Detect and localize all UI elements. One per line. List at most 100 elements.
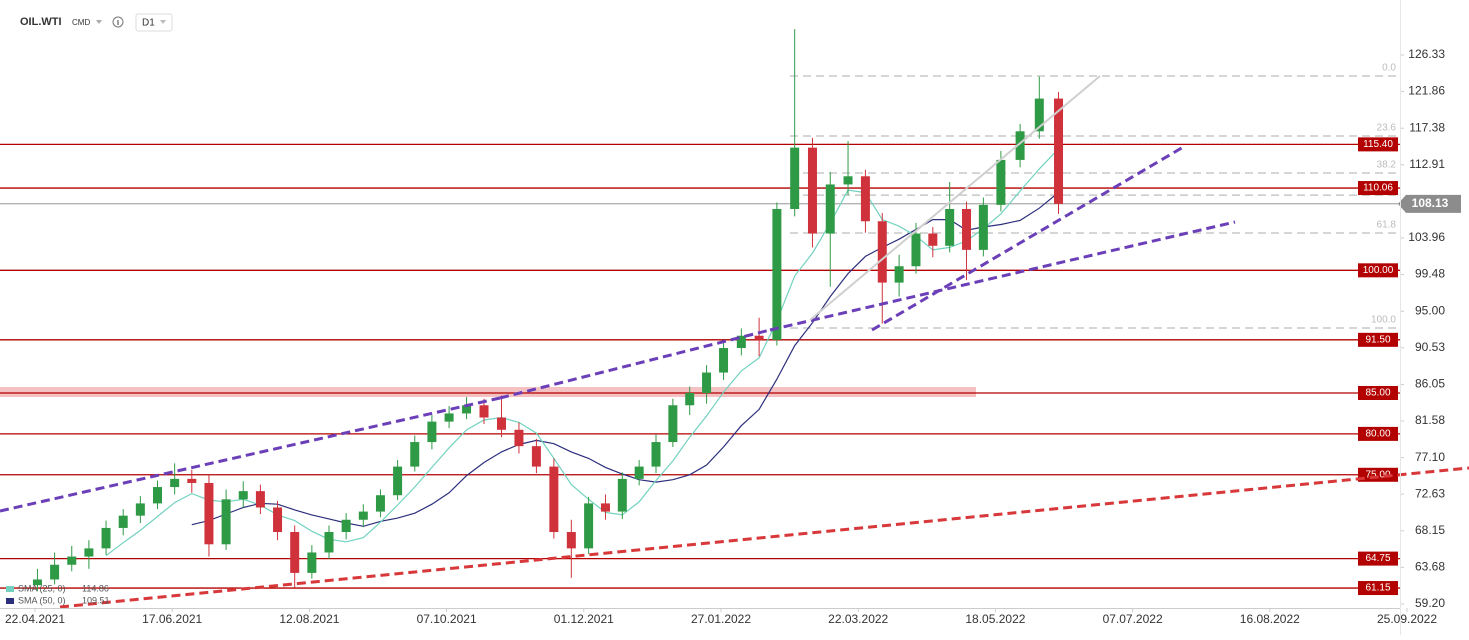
candle-body: [962, 208, 972, 250]
dropdown-arrow: [160, 20, 166, 24]
y-axis-line: [1400, 0, 1401, 635]
plot-group: [32, 29, 1064, 591]
candle-body: [358, 511, 368, 520]
fib-label: 61.8: [1377, 220, 1397, 231]
legend: SMA (25, 0) 114.86 SMA (50, 0) 109.51: [6, 583, 110, 605]
candle-body: [584, 503, 594, 549]
candle-body: [825, 184, 835, 234]
trendlines: [0, 75, 1469, 609]
market: CMD: [72, 18, 90, 27]
x-tick-label: 17.06.2021: [142, 612, 202, 626]
candle-body: [651, 442, 661, 467]
legend-value: 114.86: [82, 583, 109, 593]
level-label: 91.50: [1365, 334, 1390, 345]
candle-body: [877, 221, 887, 283]
candle-body: [1054, 98, 1064, 204]
y-tick-label: 68.15: [1415, 523, 1445, 537]
level-tag: [1358, 551, 1398, 566]
interval-select[interactable]: [135, 13, 173, 32]
candle-body: [549, 466, 559, 533]
candle-body: [668, 405, 678, 443]
candle-body: [273, 507, 283, 533]
candle-body: [170, 478, 180, 488]
resistance-zone: [0, 387, 976, 397]
candle-body: [32, 579, 42, 586]
candle-body: [444, 413, 454, 422]
level-label: 100.00: [1363, 265, 1394, 276]
info-icon[interactable]: [112, 16, 124, 28]
axis-group: 126.33 121.86 117.38 112.91 103.96 99.48 95.00…: [5, 47, 1445, 626]
candle-body: [307, 552, 317, 573]
fib-label: 38.2: [1377, 160, 1397, 171]
x-tick-label: 22.03.2022: [828, 612, 888, 626]
candle-body: [772, 208, 782, 340]
level-tag: [1358, 332, 1398, 347]
fib-label: 23.6: [1377, 123, 1397, 134]
x-tick-label: 07.10.2021: [417, 612, 477, 626]
candle-body: [1034, 98, 1044, 132]
candle-body: [153, 487, 162, 504]
candle-body: [807, 147, 817, 234]
trendline: [769, 220, 1236, 332]
candle-body: [67, 556, 77, 565]
level-tag: [1358, 581, 1398, 596]
fib-line: [809, 75, 1101, 321]
legend-name: SMA (50, 0): [18, 595, 66, 605]
candle-body: [479, 405, 489, 418]
candle-body: [790, 147, 800, 209]
level-label: 85.00: [1365, 388, 1390, 399]
candle-body: [685, 392, 695, 406]
candle-body: [634, 466, 644, 479]
y-tick-label: 103.96: [1408, 230, 1445, 244]
candle-body: [945, 208, 955, 246]
legend-swatch: [6, 598, 14, 604]
candle-body: [894, 266, 904, 283]
current-price-label: 108.13: [1412, 196, 1449, 210]
candle-body: [118, 515, 128, 528]
y-tick-label: 63.68: [1415, 560, 1445, 574]
candle-body: [719, 348, 729, 373]
y-tick-label: 59.20: [1415, 596, 1445, 610]
dropdown-arrow[interactable]: [96, 20, 102, 24]
x-tick-label: 18.05.2022: [965, 612, 1025, 626]
candle-body: [255, 491, 265, 508]
y-tick-label: 81.58: [1415, 413, 1445, 427]
y-tick-label: 77.10: [1415, 450, 1445, 464]
level-label: 110.06: [1363, 183, 1393, 194]
y-tick-label: 86.05: [1415, 377, 1445, 391]
candle-body: [1015, 131, 1025, 160]
candle-body: [843, 176, 853, 185]
candle-body: [531, 446, 541, 467]
legend-name: SMA (25, 0): [18, 583, 66, 593]
candle-body: [736, 335, 746, 349]
levels-group: 115.40 110.06 100.00 91.50 85.00 80.00 75.00 64…: [0, 137, 1461, 596]
candle-body: [928, 233, 938, 246]
candle-body: [84, 548, 94, 557]
candle-body: [204, 482, 214, 545]
candle-body: [600, 503, 610, 512]
level-label: 64.75: [1365, 553, 1390, 564]
interval: D1: [142, 18, 155, 29]
level-tag: [1358, 467, 1398, 482]
level-label: 75.00: [1365, 469, 1390, 480]
candle-body: [978, 204, 988, 250]
symbol[interactable]: OIL.WTI: [20, 16, 62, 28]
level-label: 80.00: [1365, 429, 1390, 440]
level-tag: [1358, 385, 1398, 400]
level-tag: [1358, 137, 1398, 152]
y-tick-label: 112.91: [1409, 157, 1445, 171]
x-tick-label: 22.04.2021: [5, 612, 65, 626]
fib-label: 0.0: [1382, 63, 1396, 74]
legend-swatch: [6, 586, 14, 592]
y-tick-label: 117.38: [1409, 120, 1445, 134]
candle-body: [617, 478, 627, 512]
x-tick-label: 01.12.2021: [554, 612, 614, 626]
candle-body: [375, 495, 385, 512]
legend-value: 109.51: [82, 595, 110, 605]
candle-body: [911, 233, 921, 267]
level-tag: [1358, 181, 1398, 196]
candle-body: [324, 532, 334, 553]
candle-body: [996, 159, 1006, 205]
